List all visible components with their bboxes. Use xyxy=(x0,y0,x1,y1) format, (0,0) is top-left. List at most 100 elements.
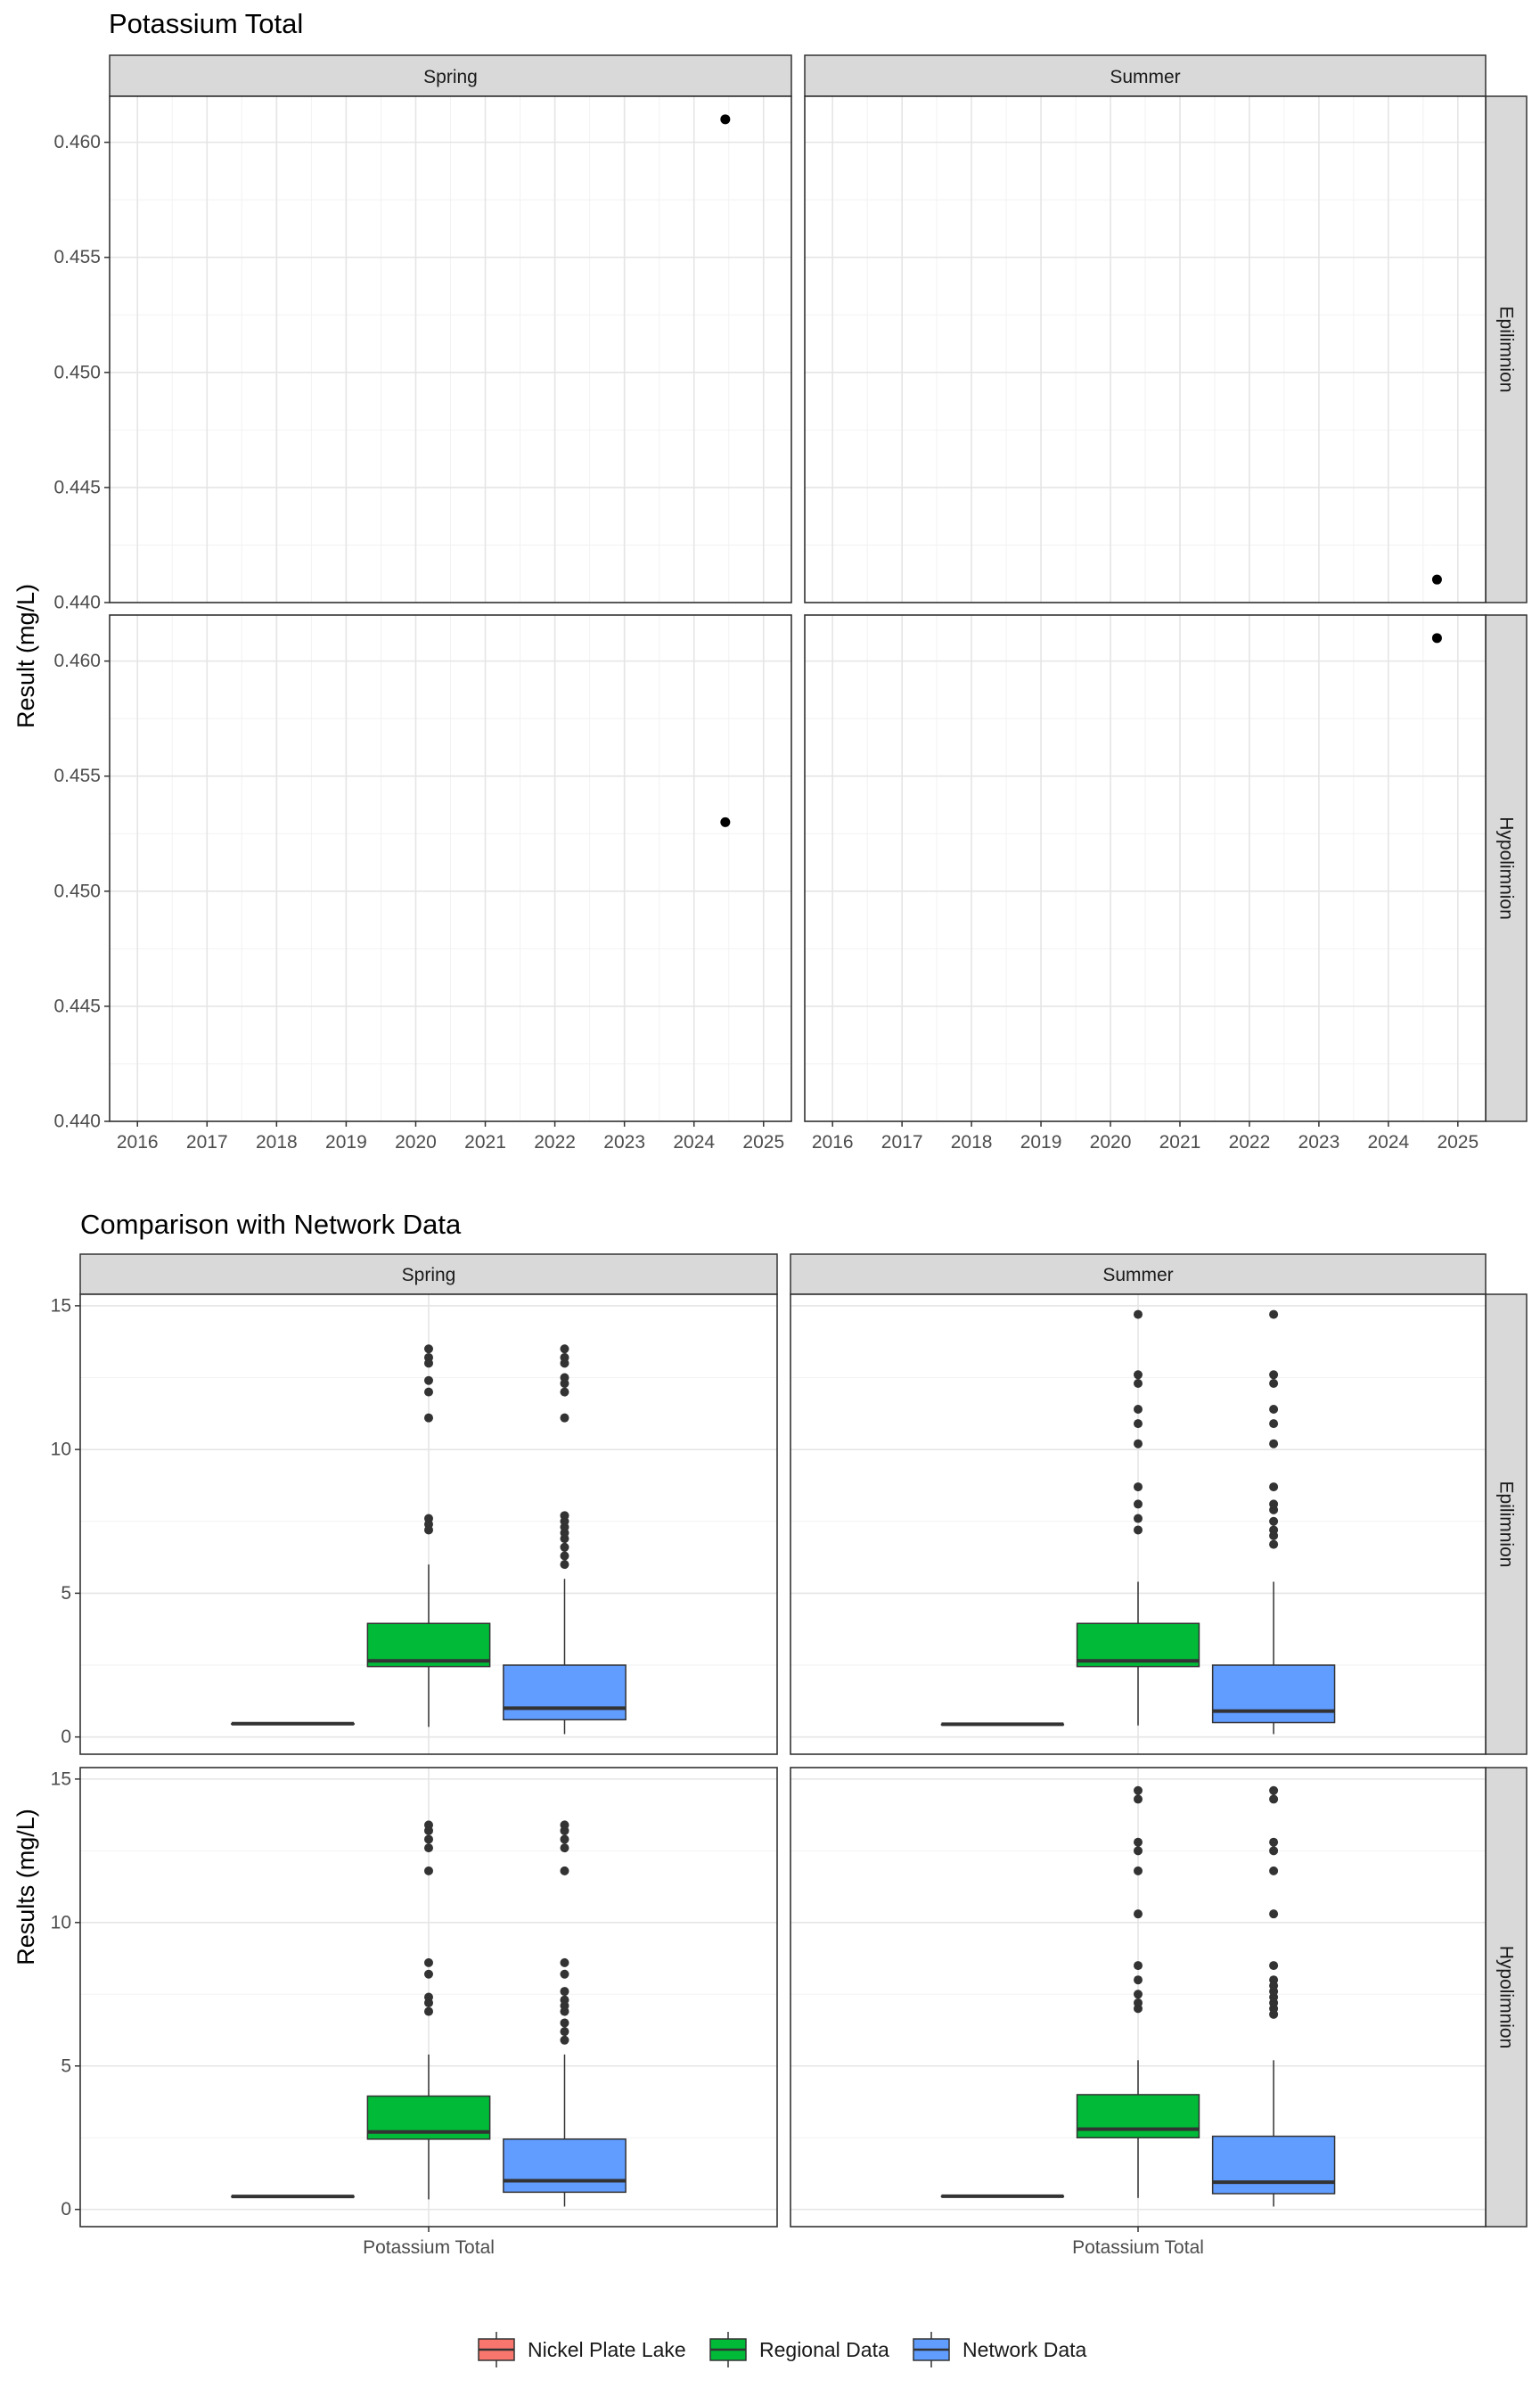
outlier-point xyxy=(424,1820,433,1830)
chart-title-potassium-total: Potassium Total xyxy=(109,8,303,39)
outlier-point xyxy=(424,1834,433,1844)
x-tick-label: 2020 xyxy=(395,1132,437,1153)
outlier-point xyxy=(424,1843,433,1853)
panel-border xyxy=(109,614,792,1122)
outlier-point xyxy=(560,1843,569,1853)
outlier-point xyxy=(424,1992,433,2002)
outlier-point xyxy=(1134,1499,1143,1509)
box-regional-data xyxy=(1076,1785,1200,2198)
box-regional-data xyxy=(366,1820,491,2200)
strip-label-hypolimnion: Hypolimnion xyxy=(1496,1946,1517,2049)
strip-label-summer: Summer xyxy=(1110,67,1180,87)
box-nickel-plate-lake xyxy=(231,2195,355,2199)
panel-spring-epilimnion: 0.440 0.445 0.450 0.455 0.460 xyxy=(53,95,792,613)
outlier-point xyxy=(560,1866,569,1875)
y-tick-label: 0.460 xyxy=(53,132,101,152)
outlier-point xyxy=(1269,1419,1279,1429)
outlier-point xyxy=(1134,1514,1143,1523)
x-tick-label: 2023 xyxy=(603,1132,645,1153)
strip-label-epilimnion: Epilimnion xyxy=(1496,1481,1517,1568)
outlier-point xyxy=(1269,1961,1279,1971)
strip-spring xyxy=(109,54,792,97)
outlier-point xyxy=(1269,1525,1279,1535)
outlier-point xyxy=(424,1957,433,1967)
strip-summer xyxy=(804,54,1487,97)
strip-hypolimnion xyxy=(1485,614,1528,1122)
y-tick-label: 0 xyxy=(61,1727,71,1747)
outlier-point xyxy=(560,1344,569,1354)
outlier-point xyxy=(1134,1837,1143,1847)
x-tick-label: 2018 xyxy=(951,1132,993,1153)
x-tick-label: 2020 xyxy=(1090,1132,1132,1153)
strip-hypolimnion xyxy=(1485,1767,1528,2228)
strip-label-epilimnion: Epilimnion xyxy=(1496,307,1517,393)
x-tick-label: 2025 xyxy=(1437,1132,1479,1153)
box-nickel-plate-lake xyxy=(940,2194,1065,2198)
outlier-point xyxy=(560,1987,569,1997)
outlier-point xyxy=(424,1866,433,1875)
box-body xyxy=(503,1664,627,1721)
y-tick-label: 5 xyxy=(61,1583,71,1604)
outlier-point xyxy=(424,1387,433,1397)
outlier-point xyxy=(424,1514,433,1523)
box-regional-data xyxy=(1076,1309,1200,1726)
outlier-point xyxy=(424,1344,433,1354)
outlier-point xyxy=(560,1551,569,1561)
outlier-point xyxy=(560,1995,569,2005)
y-tick-label: 5 xyxy=(61,2055,71,2076)
box-nickel-plate-lake xyxy=(940,1722,1065,1727)
x-tick-label: 2022 xyxy=(1229,1132,1271,1153)
outlier-point xyxy=(560,1387,569,1397)
box-body xyxy=(1211,1664,1336,1724)
outlier-point xyxy=(1269,1539,1279,1549)
x-tick-label: 2024 xyxy=(673,1132,715,1153)
outlier-point xyxy=(1269,1846,1279,1856)
x-tick-label: 2016 xyxy=(117,1132,159,1153)
outlier-point xyxy=(1134,1998,1143,2007)
outlier-point xyxy=(560,1820,569,1830)
outlier-point xyxy=(1134,1846,1143,1856)
outlier-point xyxy=(1134,1309,1143,1319)
outlier-point xyxy=(1269,1975,1279,1985)
panel-summer-epilimnion xyxy=(804,95,1487,603)
outlier-point xyxy=(424,1375,433,1385)
outlier-point xyxy=(560,1969,569,1979)
y-tick-label: 0.445 xyxy=(53,477,101,497)
panel-spring-hypolimnion: 0 5 10 15 Potassium Total xyxy=(51,1767,778,2258)
y-tick-label: 0.455 xyxy=(53,247,101,267)
box-network-data xyxy=(503,1344,627,1735)
legend: Nickel Plate Lake Regional Data Network Da… xyxy=(478,2332,1087,2367)
y-tick-label: 0.445 xyxy=(53,996,101,1016)
x-tick-label: 2017 xyxy=(881,1132,923,1153)
outlier-point xyxy=(560,1542,569,1552)
strip-epilimnion xyxy=(1485,1293,1528,1755)
x-tick-label: 2023 xyxy=(1298,1132,1340,1153)
panel-border xyxy=(109,95,792,603)
box-network-data xyxy=(503,1820,627,2207)
data-point xyxy=(1431,574,1442,585)
panel-border xyxy=(79,1293,778,1755)
data-point xyxy=(720,114,731,125)
outlier-point xyxy=(424,2006,433,2016)
panel-border xyxy=(804,614,1487,1122)
outlier-point xyxy=(1134,1405,1143,1414)
box-body xyxy=(1211,2135,1336,2195)
outlier-point xyxy=(1134,1909,1143,1919)
x-tick-label: Potassium Total xyxy=(1072,2237,1204,2258)
outlier-point xyxy=(1269,1499,1279,1509)
y-tick-label: 0.450 xyxy=(53,362,101,382)
outlier-point xyxy=(1134,1866,1143,1875)
outlier-point xyxy=(1269,1785,1279,1795)
outlier-point xyxy=(424,1413,433,1423)
legend-label: Nickel Plate Lake xyxy=(528,2338,686,2361)
strip-label-spring: Spring xyxy=(402,1265,456,1285)
outlier-point xyxy=(560,1957,569,1967)
legend-label: Network Data xyxy=(962,2338,1087,2361)
strip-label-hypolimnion: Hypolimnion xyxy=(1496,816,1517,920)
outlier-point xyxy=(560,1511,569,1521)
legend-item-nickel-plate-lake: Nickel Plate Lake xyxy=(478,2332,686,2367)
outlier-point xyxy=(1269,1909,1279,1919)
outlier-point xyxy=(1134,1419,1143,1429)
boxplot-facet-grid: Spring SummerEpilimnionHypolimnion0510150… xyxy=(51,1253,1528,2258)
outlier-point xyxy=(560,1373,569,1383)
